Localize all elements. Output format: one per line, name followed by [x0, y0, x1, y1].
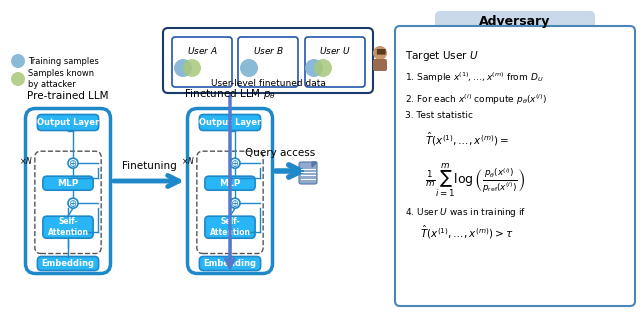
Text: $\times N$: $\times N$: [19, 155, 33, 166]
Text: $\hat{T}\left(x^{(1)}, \ldots, x^{(m)}\right) > \tau$: $\hat{T}\left(x^{(1)}, \ldots, x^{(m)}\r…: [420, 224, 513, 241]
Text: 3. Test statistic: 3. Test statistic: [405, 111, 473, 120]
Text: 2. For each $x^{(i)}$ compute $p_\theta(x^{(i)})$: 2. For each $x^{(i)}$ compute $p_\theta(…: [405, 93, 547, 108]
FancyBboxPatch shape: [200, 256, 260, 271]
Circle shape: [230, 198, 240, 208]
FancyBboxPatch shape: [163, 28, 373, 93]
Text: MLP: MLP: [220, 179, 241, 188]
Text: Embedding: Embedding: [204, 259, 257, 268]
Text: Finetuning: Finetuning: [122, 161, 177, 171]
FancyBboxPatch shape: [43, 176, 93, 190]
FancyBboxPatch shape: [305, 37, 365, 87]
Text: User-level finetuned data: User-level finetuned data: [211, 79, 325, 88]
Text: Query access: Query access: [245, 148, 315, 158]
Text: $\oplus$: $\oplus$: [230, 198, 239, 209]
Circle shape: [314, 59, 332, 77]
Text: Output Layer: Output Layer: [199, 118, 261, 127]
Text: User $A$: User $A$: [186, 45, 218, 56]
FancyBboxPatch shape: [188, 108, 273, 273]
FancyBboxPatch shape: [205, 176, 255, 190]
Text: Target User $U$: Target User $U$: [405, 49, 479, 63]
FancyBboxPatch shape: [205, 216, 255, 238]
Circle shape: [183, 59, 201, 77]
Text: 4. User $U$ was in training if: 4. User $U$ was in training if: [405, 206, 526, 219]
FancyBboxPatch shape: [395, 26, 635, 306]
Circle shape: [305, 59, 323, 77]
Text: User $B$: User $B$: [253, 45, 284, 56]
Text: $\oplus$: $\oplus$: [68, 198, 77, 209]
Text: Pre-trained LLM: Pre-trained LLM: [28, 91, 109, 101]
FancyBboxPatch shape: [435, 11, 595, 33]
Text: $\oplus$: $\oplus$: [230, 158, 239, 169]
Text: ▄: ▄: [376, 44, 384, 54]
Text: $\frac{1}{m}\sum_{i=1}^{m} \log\left(\frac{p_\theta(x^{(i)})}{p_{\mathrm{ref}}(x: $\frac{1}{m}\sum_{i=1}^{m} \log\left(\fr…: [425, 161, 525, 199]
FancyBboxPatch shape: [172, 37, 232, 87]
Circle shape: [174, 59, 192, 77]
Text: User $U$: User $U$: [319, 45, 351, 56]
Text: Adversary: Adversary: [479, 15, 550, 29]
Circle shape: [68, 198, 78, 208]
Text: 1. Sample $x^{(1)}, \ldots, x^{(m)}$ from $D_U$: 1. Sample $x^{(1)}, \ldots, x^{(m)}$ fro…: [405, 71, 543, 85]
Text: Output Layer: Output Layer: [37, 118, 99, 127]
Text: Samples known
by attacker: Samples known by attacker: [28, 69, 94, 89]
Text: Embedding: Embedding: [42, 259, 95, 268]
Polygon shape: [312, 162, 317, 167]
Text: Self-
Attention: Self- Attention: [209, 218, 250, 237]
Circle shape: [240, 59, 258, 77]
Circle shape: [230, 158, 240, 168]
Circle shape: [373, 46, 387, 60]
FancyBboxPatch shape: [373, 59, 387, 71]
FancyBboxPatch shape: [37, 115, 99, 131]
Text: Training samples: Training samples: [28, 56, 99, 65]
Circle shape: [68, 158, 78, 168]
Text: $\oplus$: $\oplus$: [68, 158, 77, 169]
FancyBboxPatch shape: [200, 115, 260, 131]
Circle shape: [11, 72, 25, 86]
Text: $\hat{T}\left(x^{(1)}, \ldots, x^{(m)}\right) =$: $\hat{T}\left(x^{(1)}, \ldots, x^{(m)}\r…: [425, 131, 509, 148]
Circle shape: [11, 54, 25, 68]
FancyBboxPatch shape: [299, 162, 317, 184]
Text: Finetuned LLM $p_\theta$: Finetuned LLM $p_\theta$: [184, 87, 276, 101]
FancyBboxPatch shape: [26, 108, 111, 273]
FancyBboxPatch shape: [37, 256, 99, 271]
FancyBboxPatch shape: [43, 216, 93, 238]
Text: MLP: MLP: [58, 179, 79, 188]
Text: Self-
Attention: Self- Attention: [47, 218, 88, 237]
FancyBboxPatch shape: [238, 37, 298, 87]
Text: $\times N$: $\times N$: [181, 155, 195, 166]
